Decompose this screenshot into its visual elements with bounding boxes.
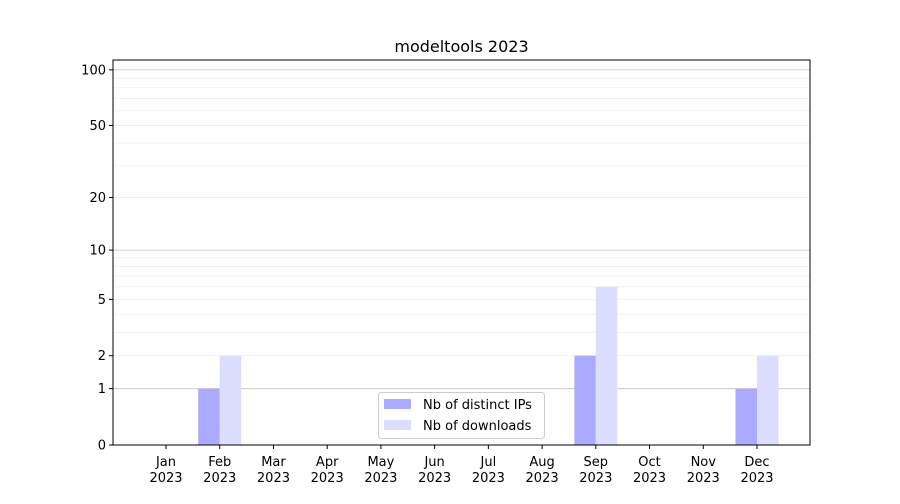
x-axis: Jan2023Feb2023Mar2023Apr2023May2023Jun20… — [149, 445, 774, 486]
bars — [198, 286, 779, 445]
legend-label-ips: Nb of distinct IPs — [423, 398, 532, 413]
bar-distinct-ips — [198, 388, 220, 445]
x-tick-label-year: 2023 — [311, 471, 344, 486]
x-tick-label-year: 2023 — [633, 471, 666, 486]
x-tick-label-month: Dec — [744, 455, 769, 470]
x-tick-label-year: 2023 — [149, 471, 182, 486]
y-tick-label: 100 — [81, 63, 106, 78]
x-tick-label-year: 2023 — [687, 471, 720, 486]
legend-box — [378, 392, 545, 439]
y-tick-label: 1 — [98, 382, 106, 397]
x-tick-label-year: 2023 — [257, 471, 290, 486]
x-tick-label-month: Nov — [691, 455, 717, 470]
y-tick-label: 50 — [89, 119, 106, 134]
y-axis: 0 1 2 5 10 20 50 100 — [81, 63, 113, 454]
x-tick-label-month: Sep — [584, 455, 609, 470]
x-tick-label-month: Mar — [261, 455, 286, 470]
y-tick-label: 0 — [98, 439, 106, 454]
legend-swatch-ips — [384, 399, 411, 409]
x-tick-label-year: 2023 — [740, 471, 773, 486]
bar-distinct-ips — [735, 388, 757, 445]
x-tick-label-year: 2023 — [579, 471, 612, 486]
bar-downloads — [757, 355, 779, 445]
legend-swatch-downloads — [384, 420, 411, 430]
x-tick-label-year: 2023 — [203, 471, 236, 486]
x-tick-label-month: Aug — [529, 455, 554, 470]
bar-distinct-ips — [574, 355, 596, 445]
x-tick-label-month: Feb — [208, 455, 231, 470]
chart-title: modeltools 2023 — [394, 37, 528, 56]
x-tick-label-year: 2023 — [364, 471, 397, 486]
x-tick-label-month: Jul — [480, 455, 497, 470]
x-tick-label-month: Jan — [155, 455, 176, 470]
x-tick-label-month: Oct — [638, 455, 660, 470]
plot-area-frame — [112, 59, 811, 446]
x-tick-label-year: 2023 — [526, 471, 559, 486]
y-tick-label: 10 — [89, 244, 106, 259]
bar-downloads — [219, 355, 242, 445]
bar-downloads — [595, 286, 618, 445]
x-tick-label-year: 2023 — [472, 471, 505, 486]
grid — [113, 69, 810, 390]
legend: Nb of distinct IPs Nb of downloads — [378, 392, 545, 439]
x-tick-label-month: May — [367, 455, 394, 470]
x-tick-label-month: Apr — [316, 455, 339, 470]
x-tick-label-month: Jun — [423, 455, 444, 470]
x-tick-label-year: 2023 — [418, 471, 451, 486]
y-tick-label: 5 — [98, 293, 106, 308]
legend-label-downloads: Nb of downloads — [423, 419, 532, 434]
y-tick-label: 2 — [98, 349, 106, 364]
y-tick-label: 20 — [89, 191, 106, 206]
